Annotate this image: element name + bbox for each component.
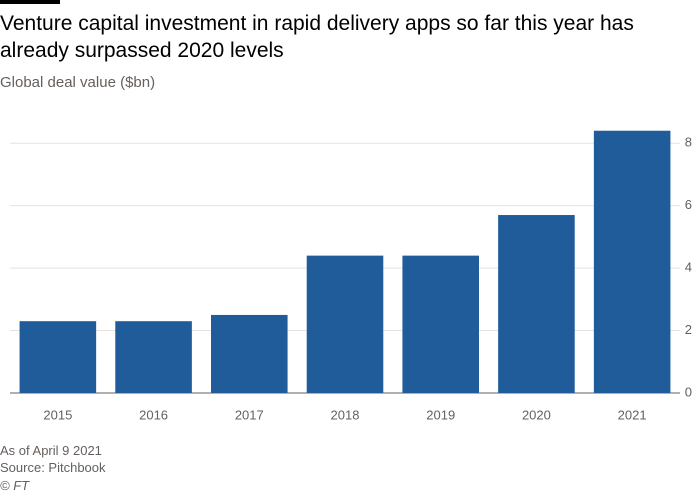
- source: Source: Pitchbook: [0, 460, 106, 475]
- bar: [402, 255, 479, 393]
- note: As of April 9 2021: [0, 443, 102, 458]
- y-tick-label: 8: [685, 135, 692, 150]
- bar: [306, 255, 384, 393]
- x-tick-label: 2018: [331, 407, 360, 422]
- x-tick-label: 2020: [522, 407, 551, 422]
- credit: © FT: [0, 478, 30, 493]
- bar: [19, 321, 97, 393]
- brand-bar: [0, 0, 60, 4]
- y-tick-label: 2: [685, 322, 692, 337]
- bar: [211, 314, 288, 393]
- y-tick-label: 4: [685, 260, 692, 275]
- chart-title: Venture capital investment in rapid deli…: [0, 12, 634, 62]
- y-tick-label: 0: [685, 384, 692, 399]
- x-tick-label: 2015: [43, 407, 72, 422]
- chart-subtitle: Global deal value ($bn): [0, 74, 156, 91]
- x-tick-label: 2016: [139, 407, 168, 422]
- x-tick-label: 2019: [426, 407, 455, 422]
- y-tick-label: 6: [685, 197, 692, 212]
- bar: [115, 321, 192, 393]
- bar: [498, 215, 575, 393]
- x-tick-label: 2017: [235, 407, 264, 422]
- x-tick-label: 2021: [618, 407, 647, 422]
- bar: [593, 130, 671, 393]
